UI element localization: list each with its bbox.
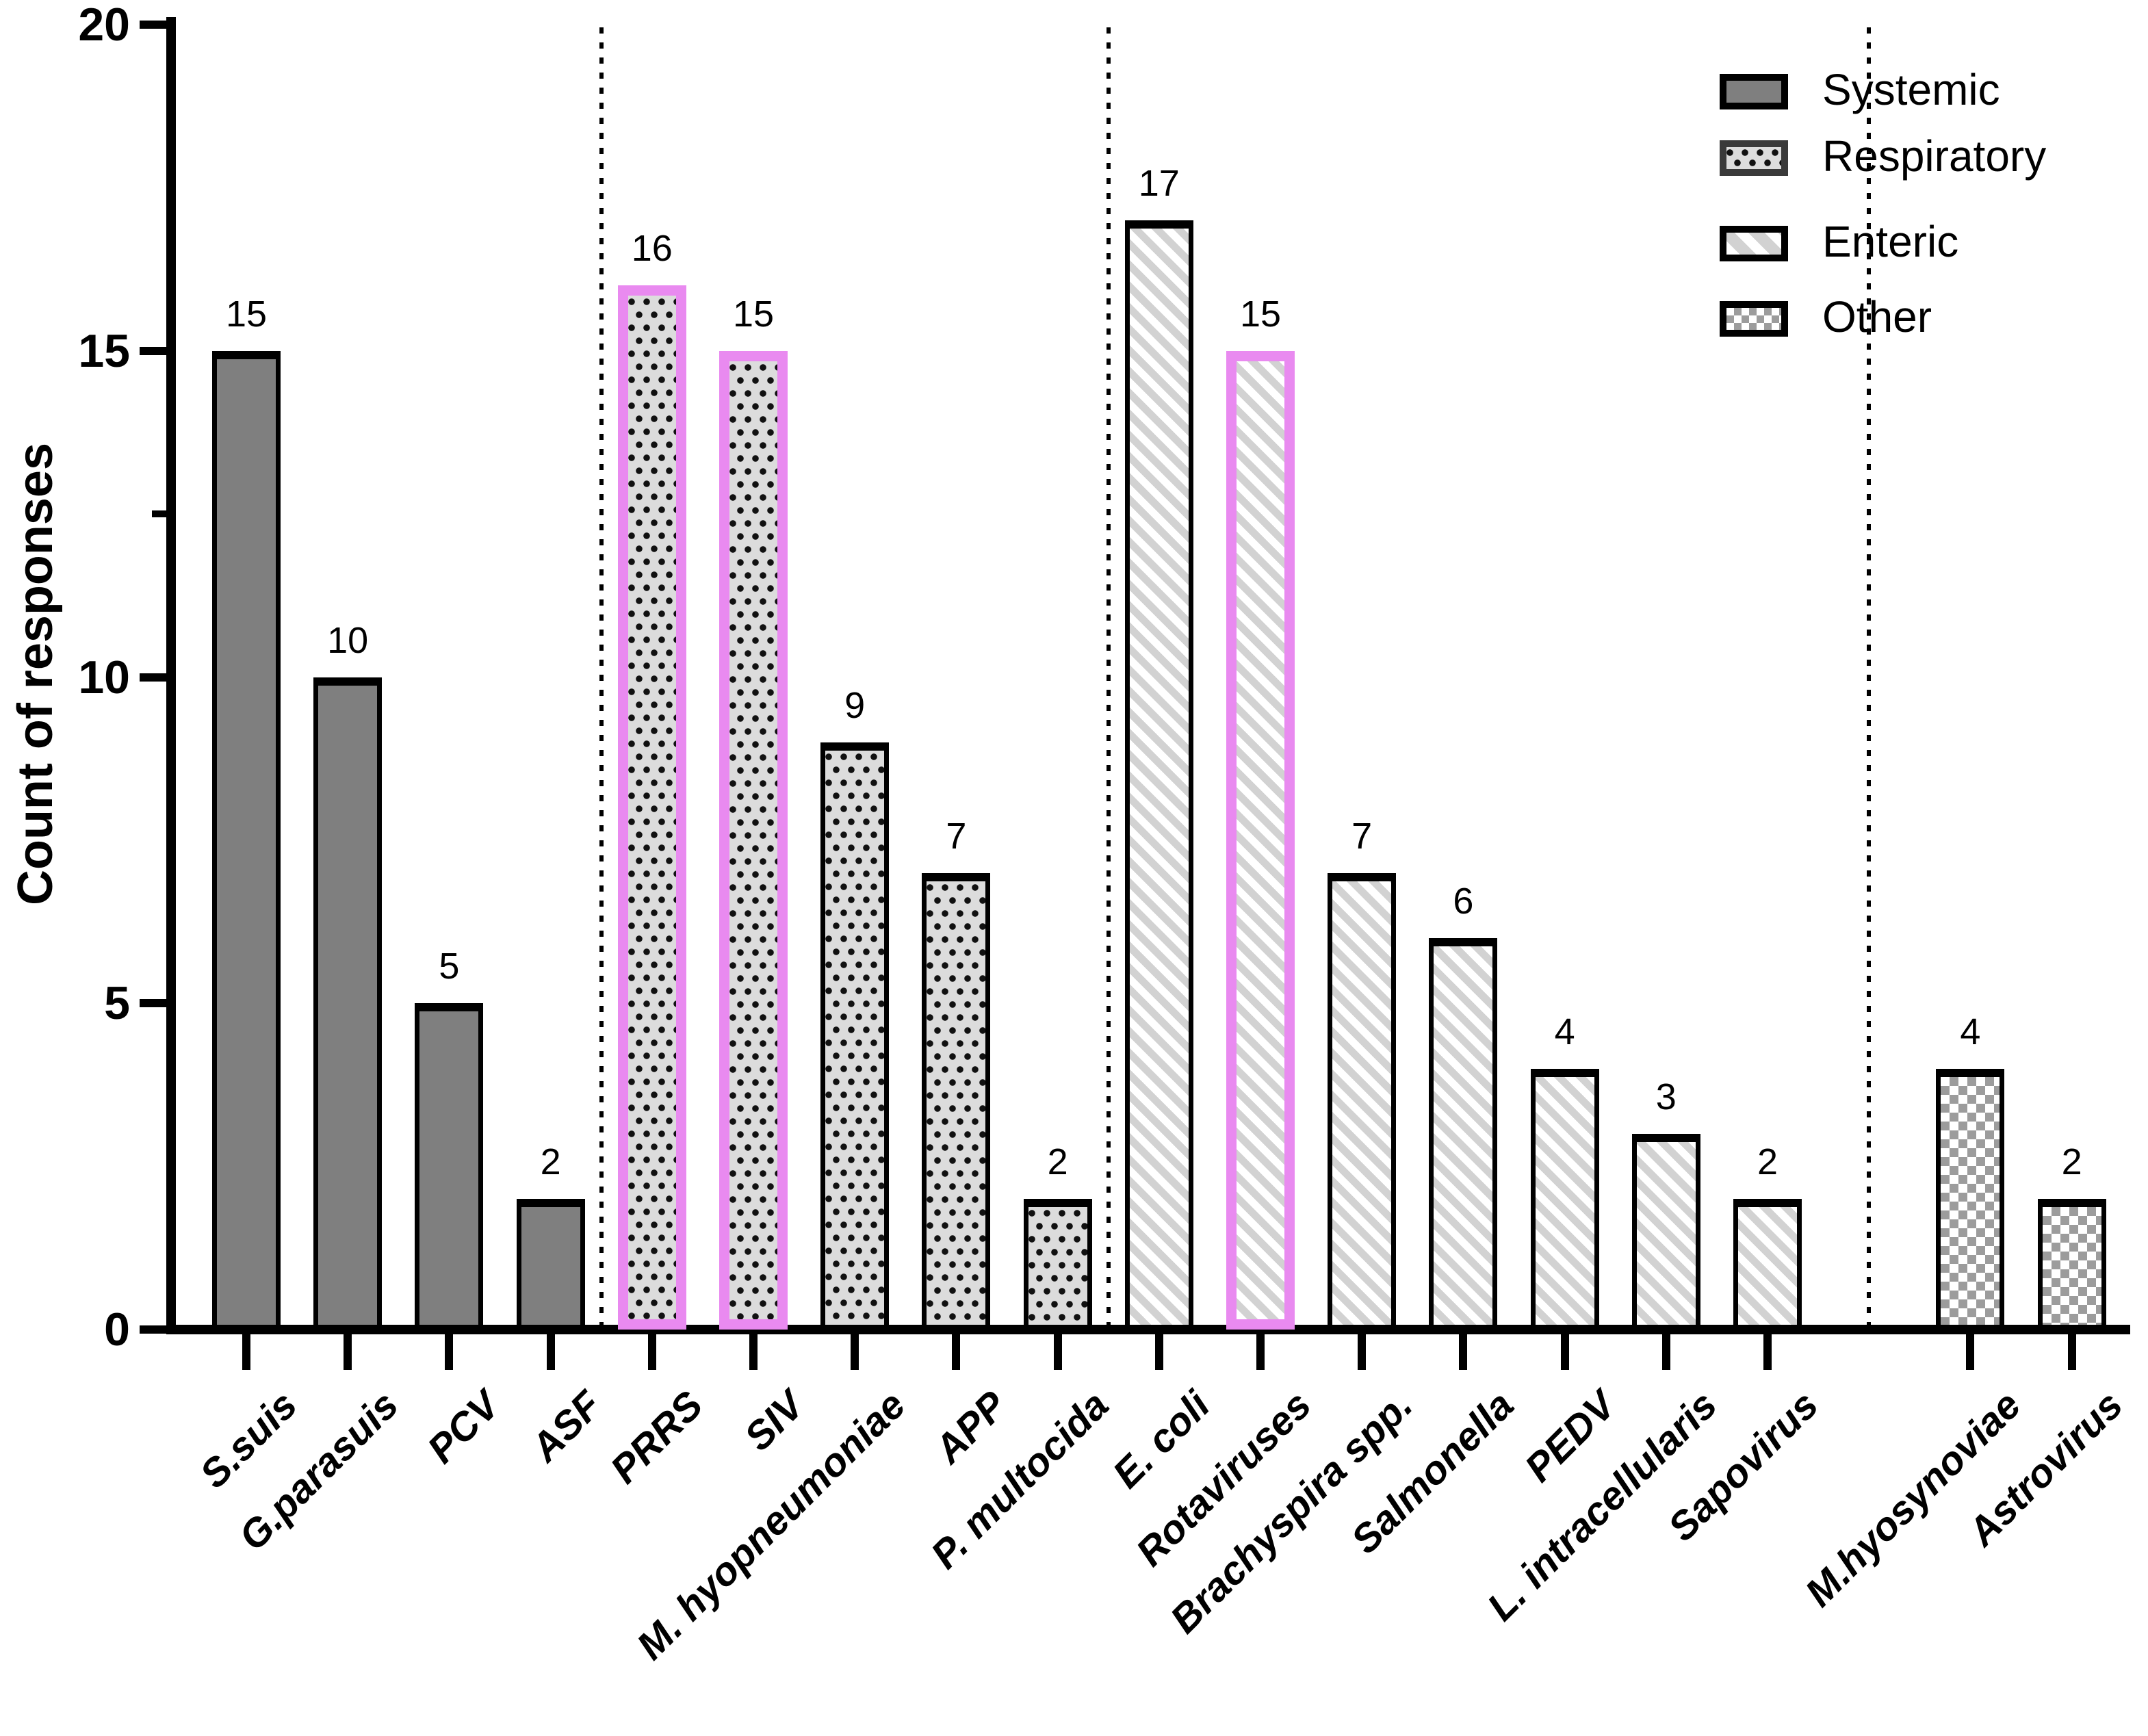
bar-value-label: 6 <box>1453 880 1474 922</box>
y-axis-tick-label: 0 <box>104 1304 130 1356</box>
group-separator-line <box>599 27 604 1325</box>
group-separator-line <box>1867 27 1872 1325</box>
bar-value-label: 2 <box>540 1141 561 1183</box>
x-axis-tick <box>1358 1334 1367 1370</box>
x-axis-tick <box>749 1334 758 1370</box>
bar-prrs <box>617 285 686 1330</box>
bar-value-label: 7 <box>1351 815 1373 857</box>
x-axis-tick <box>2067 1334 2076 1370</box>
bar-sapovirus <box>1733 1199 1802 1330</box>
bar-s-suis <box>212 350 281 1330</box>
bar-app <box>922 872 991 1330</box>
bar-value-label: 4 <box>1554 1011 1575 1052</box>
bar-value-label: 15 <box>732 293 775 335</box>
bar-l-intracellularis <box>1631 1133 1700 1330</box>
bar-g-parasuis <box>313 677 383 1330</box>
bar-value-label: 2 <box>2061 1141 2082 1183</box>
legend-swatch-stripes-icon <box>1720 226 1788 261</box>
bar-value-label: 15 <box>225 293 268 335</box>
legend-label: Respiratory <box>1822 131 2047 181</box>
bar-value-label: 2 <box>1757 1141 1778 1183</box>
legend-label: Other <box>1822 292 1932 342</box>
bar-e-coli <box>1124 220 1193 1330</box>
x-axis-tick <box>1966 1334 1975 1370</box>
y-axis-tick <box>140 673 171 682</box>
legend-item-enteric: Enteric <box>1720 217 2144 266</box>
bar-asf <box>516 1199 585 1330</box>
x-axis-tick <box>1560 1334 1569 1370</box>
x-axis-tick <box>445 1334 454 1370</box>
bar-rotaviruses <box>1226 350 1295 1330</box>
x-axis-tick <box>1459 1334 1468 1370</box>
bar-value-label: 16 <box>631 228 673 270</box>
bar-value-label: 2 <box>1047 1141 1068 1183</box>
x-axis-tick <box>1256 1334 1265 1370</box>
y-axis-tick-label: 5 <box>104 977 130 1030</box>
bar-value-label: 10 <box>327 619 369 661</box>
bar-pcv <box>415 1003 484 1330</box>
bar-value-label: 7 <box>946 815 967 857</box>
bar-astrovirus <box>2037 1199 2106 1330</box>
legend-swatch-dots-icon <box>1720 140 1788 176</box>
bar-value-label: 15 <box>1239 293 1282 335</box>
bar-value-label: 3 <box>1655 1076 1677 1117</box>
y-axis-tick-label: 15 <box>78 324 130 377</box>
legend-swatch-solid-icon <box>1720 74 1788 109</box>
legend-label: Enteric <box>1822 217 1959 267</box>
bar-value-label: 9 <box>844 684 866 726</box>
bar-salmonella <box>1429 937 1498 1330</box>
y-axis-tick-label: 10 <box>78 651 130 703</box>
y-axis-tick <box>140 346 171 355</box>
x-axis-tick <box>1053 1334 1062 1370</box>
legend-item-respiratory: Respiratory <box>1720 131 2144 181</box>
x-axis-tick <box>647 1334 656 1370</box>
x-axis-tick <box>851 1334 859 1370</box>
bar-p-multocida <box>1023 1199 1092 1330</box>
y-axis-minor-tick <box>152 510 171 518</box>
x-axis-tick <box>242 1334 250 1370</box>
y-axis-tick <box>140 21 171 29</box>
y-axis-tick <box>140 999 171 1008</box>
bar-pedv <box>1530 1068 1599 1330</box>
x-axis-tick <box>1154 1334 1163 1370</box>
bar-m-hyosynoviae <box>1936 1068 2005 1330</box>
bar-value-label: 17 <box>1138 163 1180 205</box>
bar-value-label: 4 <box>1960 1011 1981 1052</box>
bar-siv <box>719 350 788 1330</box>
x-axis-tick <box>1763 1334 1772 1370</box>
x-axis-tick <box>1661 1334 1670 1370</box>
x-axis-tick <box>952 1334 961 1370</box>
bar-value-label: 5 <box>439 946 460 987</box>
bar-brachyspira-spp <box>1328 872 1397 1330</box>
group-separator-line <box>1106 27 1111 1325</box>
y-axis-tick <box>140 1325 171 1334</box>
y-axis-tick-label: 20 <box>78 0 130 51</box>
legend-item-other: Other <box>1720 292 2144 341</box>
x-axis-tick <box>344 1334 352 1370</box>
bar-m-hyopneumoniae <box>820 742 890 1330</box>
x-axis-tick <box>546 1334 555 1370</box>
legend-swatch-checker-icon <box>1720 301 1788 337</box>
legend-item-systemic: Systemic <box>1720 65 2144 114</box>
legend-label: Systemic <box>1822 65 2000 115</box>
